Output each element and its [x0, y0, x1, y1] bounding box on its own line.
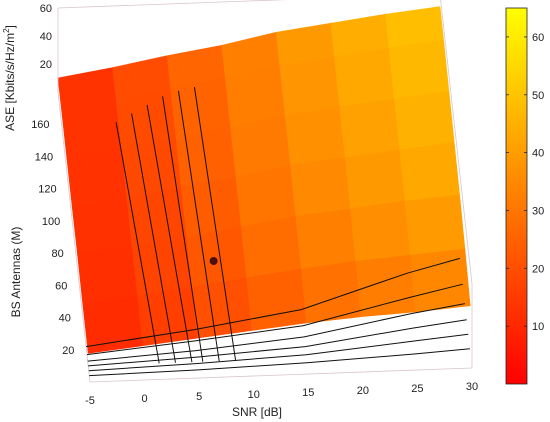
surface-patch [339, 98, 401, 159]
x-tick-label: 5 [196, 391, 202, 403]
x-axis-label: SNR [dB] [232, 405, 282, 419]
highlight-point [209, 257, 218, 265]
y-tick-label: 140 [35, 151, 53, 163]
surface-patch [66, 147, 128, 208]
contour-line [193, 86, 237, 361]
x-tick-label: 20 [357, 385, 369, 397]
surface-patch [334, 47, 395, 107]
x-tick-label: 0 [142, 393, 148, 405]
contour-line [88, 319, 467, 367]
z-tick-label: 20 [40, 59, 52, 71]
contour-line [177, 90, 220, 362]
y-tick-label: 80 [52, 248, 64, 260]
surface-patch [355, 254, 417, 318]
colorbar: 10 20 30 40 50 60 [505, 7, 544, 385]
surface-plot [57, 6, 471, 354]
contour-line [86, 283, 463, 356]
colorbar-tick-label: 50 [532, 90, 544, 102]
surface-patch [344, 149, 406, 210]
colorbar-tick-label: 40 [532, 148, 544, 160]
colorbar-tick-label: 60 [532, 32, 544, 44]
x-tick-label: 15 [302, 387, 314, 399]
surface-patch [121, 137, 182, 199]
x-tick-label: 25 [411, 383, 423, 395]
y-tick-label: 20 [62, 345, 74, 357]
z-tick-label: 40 [40, 31, 52, 43]
surface-patch [284, 106, 346, 166]
surface-patch [71, 197, 133, 256]
y-axis-ticks: 20 40 60 80 100 120 140 160 [31, 119, 74, 357]
contour-line [162, 96, 204, 362]
z-axis-ticks: 20 40 60 [40, 3, 52, 71]
colorbar-tick-label: 20 [532, 263, 544, 275]
surface-patch [181, 176, 242, 238]
surface-patch [240, 216, 302, 279]
surface-patch [350, 200, 411, 262]
surface-patch [399, 142, 460, 202]
z-axis-label: ASE [Kbits/s/Hz/m2] [2, 25, 17, 131]
surface-patch [77, 245, 138, 306]
contour-line [131, 113, 176, 363]
surface-patch [290, 157, 351, 217]
contour-line [86, 257, 461, 348]
x-tick-label: -5 [85, 395, 95, 407]
surface-patch [404, 194, 466, 256]
colorbar-ticks: 10 20 30 40 50 60 [506, 32, 544, 333]
contour-lines [86, 86, 470, 377]
surface-patch [82, 295, 144, 354]
x-tick-label: 10 [248, 389, 260, 401]
box-edge [89, 367, 473, 383]
surface-patch [191, 277, 253, 339]
axes-box [57, 0, 473, 383]
surface-patch [279, 56, 341, 116]
y-tick-label: 100 [42, 216, 60, 228]
y-axis-label: BS Antennas (M) [9, 227, 23, 318]
y-tick-label: 60 [55, 280, 67, 292]
surface-patch [388, 39, 450, 100]
z-axis-label-end: ] [3, 25, 17, 28]
x-tick-label: 30 [466, 381, 478, 393]
surface-patch [246, 268, 307, 331]
contour-line [87, 303, 465, 362]
box-edge [440, 0, 473, 285]
y-tick-label: 120 [38, 184, 56, 196]
box-edge [57, 0, 288, 9]
contour-line [89, 348, 470, 377]
x-axis-ticks: -5 0 5 10 15 20 25 30 [85, 381, 478, 407]
colorbar-gradient [505, 7, 528, 385]
surface-patch [393, 91, 455, 151]
colorbar-tick-label: 10 [532, 321, 544, 333]
contour-line [146, 104, 193, 363]
contour-line [115, 122, 160, 364]
surface-patch [295, 208, 357, 270]
z-tick-label: 60 [40, 3, 52, 15]
z-axis-label-sup: 2 [2, 28, 11, 33]
box-edge [57, 91, 91, 383]
y-tick-label: 160 [31, 119, 49, 131]
colorbar-tick-label: 30 [532, 205, 544, 217]
surface-patch [409, 248, 471, 313]
y-tick-label: 40 [59, 313, 71, 325]
z-axis-label-main: ASE [Kbits/s/Hz/m [3, 33, 17, 131]
contour-line [88, 333, 469, 372]
